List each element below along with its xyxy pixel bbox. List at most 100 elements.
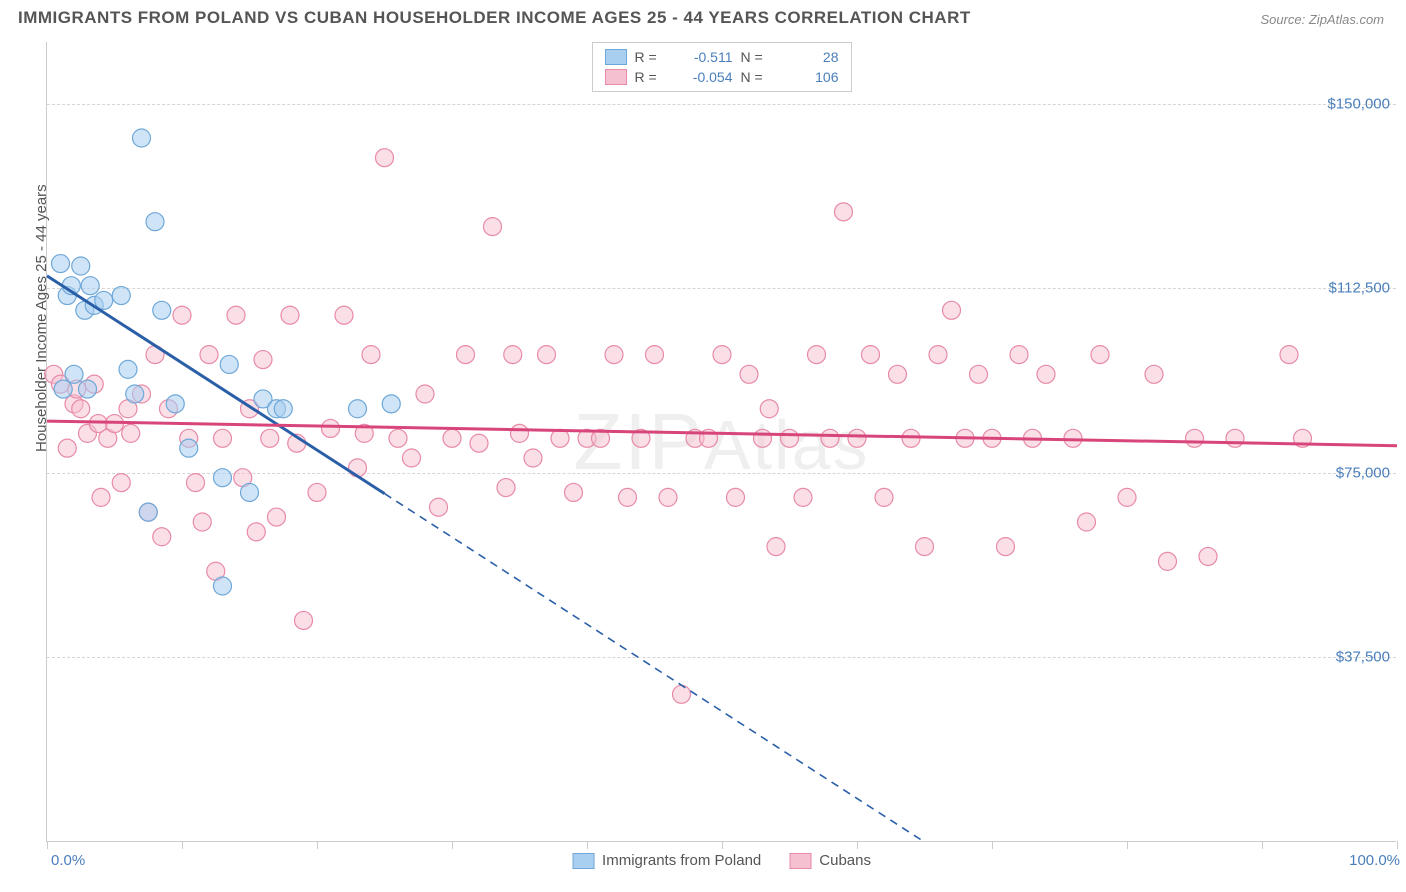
data-point: [1118, 488, 1136, 506]
data-point: [308, 483, 326, 501]
x-axis-min-label: 0.0%: [51, 852, 85, 869]
data-point: [497, 479, 515, 497]
x-tick: [1262, 841, 1263, 849]
data-point: [214, 429, 232, 447]
source-attribution: Source: ZipAtlas.com: [1260, 12, 1384, 27]
legend-item-cubans: Cubans: [789, 852, 871, 869]
data-point: [1186, 429, 1204, 447]
data-point: [646, 346, 664, 364]
chart-container: IMMIGRANTS FROM POLAND VS CUBAN HOUSEHOL…: [0, 0, 1406, 892]
data-point: [848, 429, 866, 447]
legend-label-poland: Immigrants from Poland: [602, 852, 761, 869]
data-point: [214, 577, 232, 595]
data-point: [889, 365, 907, 383]
trend-line-extrapolated: [385, 494, 925, 842]
x-tick: [317, 841, 318, 849]
data-point: [443, 429, 461, 447]
x-tick: [857, 841, 858, 849]
data-point: [504, 346, 522, 364]
data-point: [58, 439, 76, 457]
data-point: [295, 611, 313, 629]
data-point: [72, 400, 90, 418]
x-tick: [182, 841, 183, 849]
scatter-chart: [47, 42, 1396, 841]
data-point: [153, 528, 171, 546]
x-tick: [47, 841, 48, 849]
data-point: [1145, 365, 1163, 383]
data-point: [180, 439, 198, 457]
data-point: [430, 498, 448, 516]
data-point: [565, 483, 583, 501]
legend-row-cubans: R = -0.054 N = 106: [605, 67, 839, 87]
data-point: [727, 488, 745, 506]
data-point: [92, 488, 110, 506]
data-point: [362, 346, 380, 364]
data-point: [139, 503, 157, 521]
data-point: [126, 385, 144, 403]
data-point: [79, 380, 97, 398]
data-point: [349, 400, 367, 418]
data-point: [220, 355, 238, 373]
data-point: [1199, 547, 1217, 565]
data-point: [153, 301, 171, 319]
x-tick: [722, 841, 723, 849]
data-point: [227, 306, 245, 324]
chart-title: IMMIGRANTS FROM POLAND VS CUBAN HOUSEHOL…: [18, 8, 971, 28]
series-legend: Immigrants from Poland Cubans: [572, 852, 871, 869]
data-point: [605, 346, 623, 364]
data-point: [274, 400, 292, 418]
plot-area: Householder Income Ages 25 - 44 years ZI…: [46, 42, 1396, 842]
data-point: [760, 400, 778, 418]
data-point: [470, 434, 488, 452]
data-point: [382, 395, 400, 413]
data-point: [1037, 365, 1055, 383]
data-point: [862, 346, 880, 364]
data-point: [122, 424, 140, 442]
data-point: [65, 365, 83, 383]
data-point: [943, 301, 961, 319]
data-point: [484, 218, 502, 236]
n-value-poland: 28: [783, 49, 839, 65]
data-point: [524, 449, 542, 467]
data-point: [281, 306, 299, 324]
n-value-cubans: 106: [783, 69, 839, 85]
data-point: [166, 395, 184, 413]
data-point: [808, 346, 826, 364]
data-point: [1091, 346, 1109, 364]
data-point: [349, 459, 367, 477]
data-point: [403, 449, 421, 467]
data-point: [173, 306, 191, 324]
data-point: [754, 429, 772, 447]
data-point: [740, 365, 758, 383]
data-point: [767, 538, 785, 556]
correlation-legend: R = -0.511 N = 28 R = -0.054 N = 106: [592, 42, 852, 92]
data-point: [1078, 513, 1096, 531]
data-point: [254, 351, 272, 369]
data-point: [511, 424, 529, 442]
x-tick: [992, 841, 993, 849]
data-point: [821, 429, 839, 447]
data-point: [1159, 552, 1177, 570]
data-point: [794, 488, 812, 506]
legend-swatch-icon: [572, 853, 594, 869]
x-axis-max-label: 100.0%: [1349, 852, 1400, 869]
data-point: [659, 488, 677, 506]
legend-row-poland: R = -0.511 N = 28: [605, 47, 839, 67]
data-point: [376, 149, 394, 167]
data-point: [81, 277, 99, 295]
data-point: [200, 346, 218, 364]
x-tick: [1127, 841, 1128, 849]
x-tick: [452, 841, 453, 849]
data-point: [875, 488, 893, 506]
data-point: [389, 429, 407, 447]
data-point: [835, 203, 853, 221]
data-point: [929, 346, 947, 364]
data-point: [322, 419, 340, 437]
x-tick: [1397, 841, 1398, 849]
data-point: [673, 685, 691, 703]
legend-swatch-poland: [605, 49, 627, 65]
data-point: [247, 523, 265, 541]
data-point: [119, 360, 137, 378]
r-value-poland: -0.511: [677, 49, 733, 65]
data-point: [146, 213, 164, 231]
